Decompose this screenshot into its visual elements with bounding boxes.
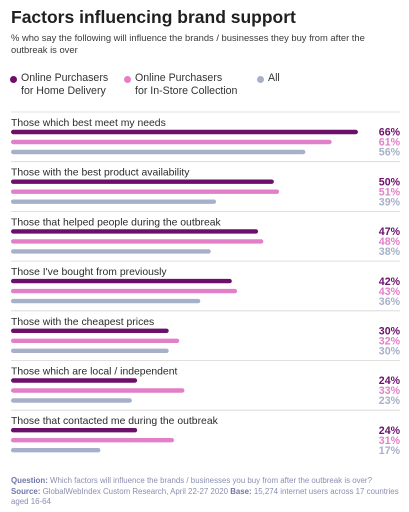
category-label: Those I've bought from previously — [11, 267, 167, 278]
footer-base-text: 15,274 internet users across 17 countrie… — [11, 486, 399, 507]
category-label: Those that contacted me during the outbr… — [11, 416, 219, 427]
value-label-home: 50% — [379, 176, 401, 188]
category-label: Those with the cheapest prices — [11, 317, 154, 328]
value-label-home: 24% — [379, 375, 401, 387]
legend-home-delivery: Online Purchasers for Home Delivery — [10, 72, 109, 97]
legend-in-store: Online Purchasers for In-Store Collectio… — [124, 72, 238, 97]
bar-store — [11, 338, 180, 343]
bar-home — [11, 328, 169, 333]
value-label-home: 47% — [379, 226, 401, 238]
legend-dot-icon — [257, 76, 264, 83]
category-label: Those which are local / independent — [11, 367, 177, 378]
value-label-store: 61% — [379, 137, 401, 149]
value-label-home: 66% — [379, 127, 401, 139]
chart-title: Factors influencing brand support — [11, 7, 296, 27]
bar-all — [11, 448, 101, 453]
footer-base-label: Base: — [230, 486, 252, 496]
legend-home-line1: Online Purchasers — [21, 72, 109, 84]
bar-home — [11, 378, 138, 383]
bar-home — [11, 278, 232, 284]
legend-store-line2: for In-Store Collection — [135, 84, 238, 97]
value-label-all: 30% — [379, 346, 401, 358]
legend-store-line1: Online Purchasers — [135, 72, 223, 84]
bar-store — [11, 239, 264, 244]
legend-home-line2: for Home Delivery — [21, 84, 106, 97]
value-label-all: 56% — [379, 147, 401, 159]
category-label: Those with the best product availability — [11, 168, 190, 179]
bar-home — [11, 428, 138, 433]
bar-home — [11, 229, 259, 234]
chart-subtitle: % who say the following will influence t… — [11, 32, 365, 55]
value-label-store: 33% — [379, 385, 401, 397]
bar-all — [11, 249, 211, 254]
value-label-all: 23% — [379, 395, 401, 407]
value-label-store: 32% — [379, 336, 401, 348]
bar-store — [11, 438, 174, 443]
bar-store — [11, 139, 332, 145]
bar-store — [11, 189, 280, 194]
value-label-all: 36% — [379, 296, 401, 308]
legend-all-label: All — [268, 72, 280, 84]
category-label: Those which best meet my needs — [11, 118, 166, 129]
value-label-all: 38% — [379, 246, 401, 258]
value-label-home: 42% — [379, 276, 401, 288]
bar-store — [11, 288, 238, 294]
value-label-all: 17% — [379, 445, 401, 457]
bar-chart: Those which best meet my needs 66%61%56% T… — [11, 111, 401, 457]
bar-all — [11, 298, 201, 304]
legend-all: All — [257, 72, 280, 85]
bar-home — [11, 129, 358, 135]
value-label-store: 51% — [379, 186, 401, 198]
bar-all — [11, 149, 306, 155]
legend-dot-icon — [124, 76, 131, 83]
footer-source-text: GlobalWebIndex Custom Research, April 22… — [42, 486, 228, 496]
bar-all — [11, 348, 169, 353]
category-label: Those that helped people during the outb… — [11, 217, 222, 228]
value-label-home: 30% — [379, 326, 401, 338]
legend-dot-icon — [10, 76, 17, 83]
footer-source-label: Source: — [11, 486, 41, 496]
footer-question-label: Question: — [11, 476, 48, 485]
value-label-store: 31% — [379, 435, 401, 447]
value-label-store: 43% — [379, 286, 401, 298]
value-label-home: 24% — [379, 425, 401, 437]
bar-store — [11, 388, 185, 393]
footer-question-text: Which factors will influence the brands … — [50, 476, 372, 485]
value-label-all: 39% — [379, 196, 401, 208]
chart-footer: Question: Which factors will influence t… — [11, 476, 403, 508]
bar-all — [11, 199, 217, 204]
bar-all — [11, 398, 132, 403]
bar-home — [11, 179, 274, 184]
value-label-store: 48% — [379, 236, 401, 248]
